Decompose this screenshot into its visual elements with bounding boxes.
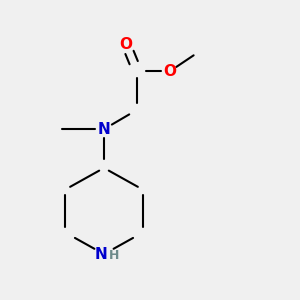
Text: N: N [98, 122, 110, 137]
Text: H: H [109, 249, 119, 262]
Text: N: N [95, 247, 107, 262]
Text: O: O [164, 64, 177, 79]
Text: O: O [120, 37, 133, 52]
